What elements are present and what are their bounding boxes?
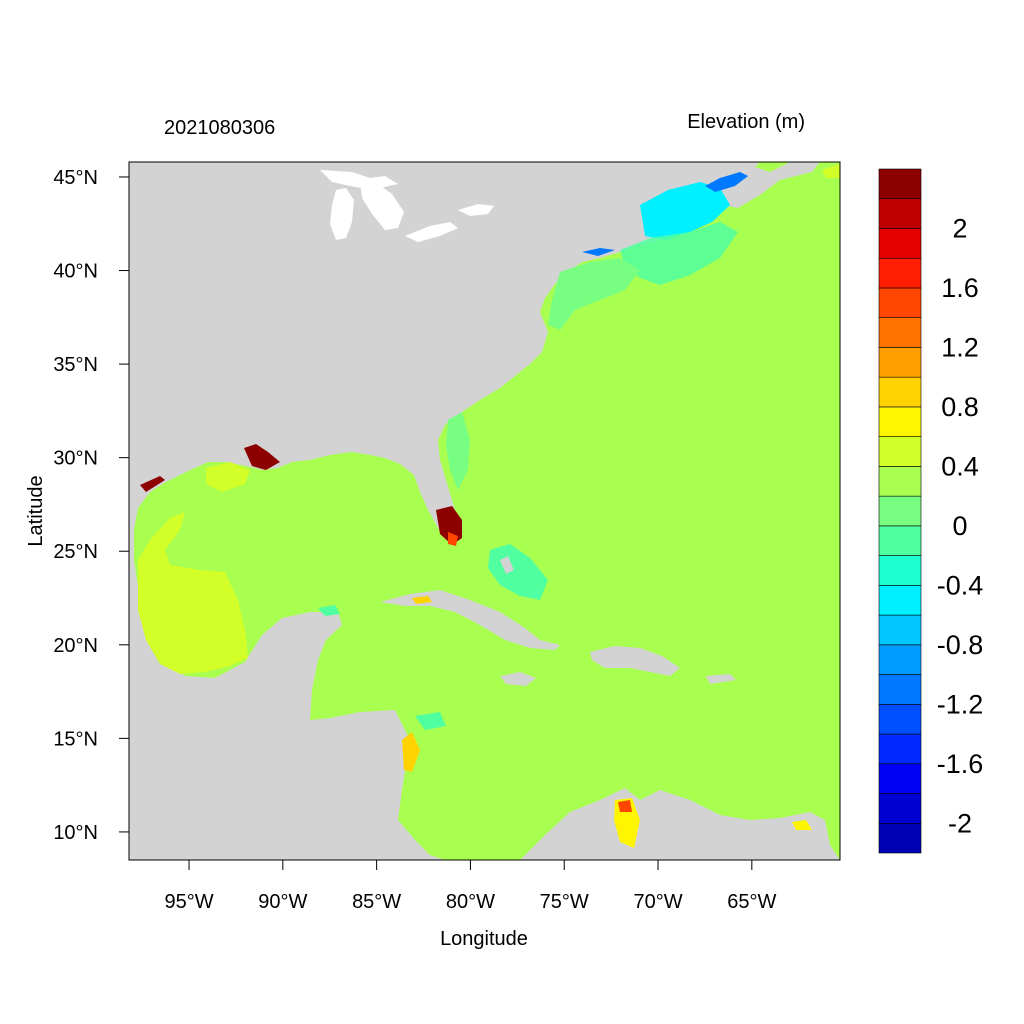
colorbar-swatch bbox=[878, 793, 922, 824]
maritimes-land bbox=[700, 162, 820, 208]
y-tick-label: 10°N bbox=[53, 822, 98, 844]
cuba-shelf-anomaly bbox=[412, 596, 432, 604]
timestamp-title: 2021080306 bbox=[164, 117, 275, 139]
colorbar-tick-label: -2 bbox=[948, 808, 972, 838]
long-island-sound-anomaly bbox=[582, 248, 615, 256]
trinidad-anomaly bbox=[792, 820, 812, 830]
colorbar-swatch bbox=[878, 406, 922, 437]
y-tick-label: 45°N bbox=[53, 167, 98, 189]
lake-erie bbox=[405, 222, 458, 242]
gulf-of-maine-outer bbox=[620, 222, 738, 285]
colorbar-tick-label: 0 bbox=[952, 511, 967, 541]
y-tick-label: 35°N bbox=[53, 354, 98, 376]
colorbar-swatch bbox=[878, 228, 922, 259]
colorbar-swatch bbox=[878, 317, 922, 348]
colorbar-tick-label: 0.4 bbox=[941, 451, 979, 481]
y-tick-label: 25°N bbox=[53, 541, 98, 563]
y-tick-label: 40°N bbox=[53, 261, 98, 283]
south-america-land bbox=[520, 788, 840, 860]
colorbar-tick-label: -0.8 bbox=[937, 630, 984, 660]
colorbar-swatch bbox=[878, 555, 922, 586]
lake-michigan bbox=[330, 188, 354, 240]
gulf-coast-fringe bbox=[140, 476, 165, 492]
colorbar-tick-label: -0.4 bbox=[937, 570, 984, 600]
lake-ontario bbox=[458, 204, 494, 216]
y-tick-label: 15°N bbox=[53, 728, 98, 750]
mosquito-coast-anomaly bbox=[402, 732, 420, 772]
bahama-island bbox=[500, 556, 514, 574]
yucatan-anomaly bbox=[318, 605, 340, 616]
y-tick-label: 20°N bbox=[53, 635, 98, 657]
central-america-land bbox=[129, 715, 420, 860]
x-tick-label: 90°W bbox=[258, 891, 307, 913]
lake-maracaibo-surge bbox=[618, 800, 632, 812]
colorbar-swatch bbox=[878, 495, 922, 527]
colorbar-swatch bbox=[878, 287, 922, 318]
x-axis: 95°W 90°W 85°W 80°W 75°W 70°W 65°W bbox=[164, 860, 777, 913]
colorbar-swatch bbox=[878, 466, 922, 497]
colorbar-swatch bbox=[878, 763, 922, 794]
colorbar-swatch bbox=[878, 436, 922, 467]
colorbar-swatch bbox=[878, 525, 922, 556]
western-gulf-anomaly bbox=[138, 512, 248, 674]
x-tick-label: 75°W bbox=[540, 891, 589, 913]
y-tick-label: 30°N bbox=[53, 448, 98, 470]
x-tick-label: 85°W bbox=[352, 891, 401, 913]
y-axis: 10°N 15°N 20°N 25°N 30°N 35°N 40°N 45°N bbox=[53, 167, 129, 844]
gulf-of-maine-anomaly bbox=[640, 182, 730, 240]
colorbar-swatch bbox=[878, 733, 922, 765]
colorbar-tick-label: -1.2 bbox=[937, 689, 984, 719]
colorbar-tick-label: 2 bbox=[952, 213, 967, 243]
x-tick-label: 70°W bbox=[633, 891, 682, 913]
colorbar-swatch bbox=[878, 704, 922, 735]
y-axis-label: Latitude bbox=[25, 475, 47, 546]
colorbar-swatch bbox=[878, 585, 922, 616]
x-axis-label: Longitude bbox=[440, 928, 528, 950]
map-panel bbox=[129, 162, 840, 860]
cuba-land bbox=[380, 590, 560, 650]
louisiana-surge bbox=[244, 444, 280, 470]
colorbar-tick-label: -1.6 bbox=[937, 749, 984, 779]
colorbar-swatch bbox=[878, 168, 922, 200]
x-tick-label: 95°W bbox=[164, 891, 213, 913]
variable-title: Elevation (m) bbox=[687, 111, 805, 133]
bahama-bank-anomaly bbox=[488, 544, 548, 600]
colorbar-swatch bbox=[878, 614, 922, 646]
bay-of-fundy-anomaly bbox=[705, 172, 748, 192]
hispaniola-land bbox=[590, 646, 680, 676]
southeast-shelf-anomaly bbox=[446, 412, 470, 490]
colorbar-swatch bbox=[878, 257, 922, 289]
honduras-shelf-anomaly bbox=[415, 712, 446, 730]
colorbar-swatch bbox=[878, 822, 922, 854]
plot-frame bbox=[128, 161, 841, 861]
colorbar: -2 -1.6 -1.2 -0.8 -0.4 0 0.4 0.8 1.2 1.6 2 bbox=[878, 168, 984, 854]
colorbar-tick-label: 0.8 bbox=[941, 392, 979, 422]
colorbar-swatch bbox=[878, 674, 922, 705]
colorbar-swatch bbox=[878, 198, 922, 229]
x-tick-label: 80°W bbox=[446, 891, 495, 913]
colorbar-swatch bbox=[878, 376, 922, 408]
nova-scotia-anomaly bbox=[822, 164, 840, 178]
puerto-rico-land bbox=[706, 674, 736, 684]
louisiana-shelf bbox=[206, 462, 250, 492]
mid-atlantic-shelf-anomaly bbox=[548, 258, 640, 330]
x-tick-label: 65°W bbox=[727, 891, 776, 913]
colorbar-tick-label: 1.2 bbox=[941, 332, 979, 362]
colorbar-swatch bbox=[878, 644, 922, 675]
lake-huron bbox=[360, 180, 404, 230]
jamaica-land bbox=[500, 672, 536, 686]
florida-bay-surge bbox=[448, 532, 458, 546]
colorbar-swatch bbox=[878, 347, 922, 378]
colorbar-tick-label: 1.6 bbox=[941, 273, 979, 303]
